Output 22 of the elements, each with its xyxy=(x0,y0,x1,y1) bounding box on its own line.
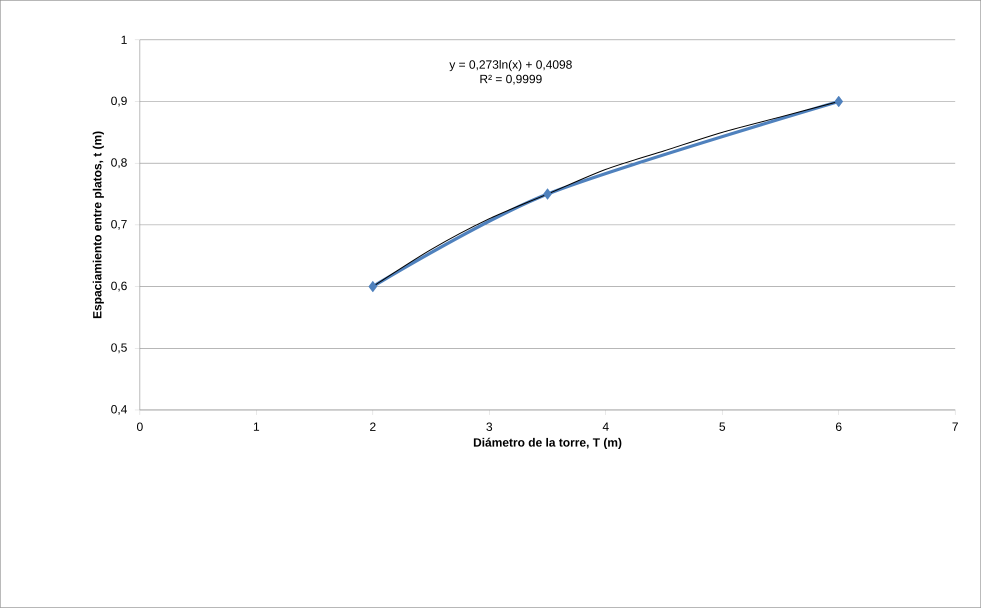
x-axis-title: Diámetro de la torre, T (m) xyxy=(474,438,622,450)
point xyxy=(543,188,552,200)
y-tick-label: 0,9 xyxy=(111,96,127,107)
annotation: R² = 0,9999 xyxy=(480,74,542,85)
x-tick-label: 6 xyxy=(836,422,842,432)
y-tick-label: 0,6 xyxy=(111,282,127,292)
point xyxy=(834,96,844,108)
y-tick-label: 1 xyxy=(122,36,127,44)
x-tick-label: 0 xyxy=(137,422,143,432)
x-tick-label: 5 xyxy=(719,422,726,431)
y-tick-label: 0,7 xyxy=(111,220,127,230)
y-tick-label: 0,8 xyxy=(111,158,127,168)
y-axis-title: Espaciamiento entre platos, t (m) xyxy=(92,132,104,318)
annotation: y = 0,273ln(x) + 0,4098 xyxy=(449,60,572,72)
y-tick-label: 0,5 xyxy=(111,343,127,354)
x-tick-label: 4 xyxy=(602,422,609,431)
y-tick-label: 0,4 xyxy=(111,405,127,415)
x-tick-label: 1 xyxy=(254,422,260,431)
point xyxy=(368,280,378,292)
x-tick-label: 7 xyxy=(952,422,958,431)
x-tick-label: 2 xyxy=(370,422,376,431)
x-tick-label: 3 xyxy=(486,422,492,432)
